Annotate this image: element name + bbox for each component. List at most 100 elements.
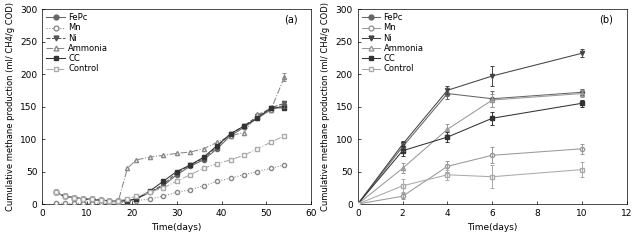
Ni [267,106,275,109]
FePc [52,191,59,194]
Mn [78,202,86,205]
Y-axis label: Cumulative methane production (ml/ CH4/g COD): Cumulative methane production (ml/ CH4/g… [6,2,15,211]
FePc [61,195,68,198]
Mn [70,202,77,205]
Control [253,147,261,150]
CC [240,125,248,128]
Ammonia [87,198,95,201]
Ammonia [443,128,451,131]
Mn [200,184,207,187]
Mn [267,167,275,170]
Line: FePc: FePc [356,90,584,206]
Control [160,186,167,189]
Ni [281,102,288,105]
Ammonia [115,199,122,202]
Ammonia [124,167,131,170]
Control [52,191,59,194]
X-axis label: Time(days): Time(days) [467,223,517,233]
Line: Ni: Ni [356,51,584,206]
FePc [240,126,248,129]
Legend: FePc, Mn, Ni, Ammonia, CC, Control: FePc, Mn, Ni, Ammonia, CC, Control [45,12,110,75]
CC [160,180,167,183]
FePc [78,197,86,200]
Ammonia [253,113,261,116]
Mn [173,191,181,194]
CC [354,203,362,205]
Ammonia [160,154,167,157]
FePc [133,197,140,200]
Text: (a): (a) [284,15,298,25]
Ammonia [146,156,154,159]
Ammonia [70,196,77,199]
Mn [354,203,362,205]
Ni [200,157,207,160]
Ammonia [213,141,221,144]
Line: Ammonia: Ammonia [54,75,286,203]
Control [489,175,496,178]
Control [213,162,221,165]
FePc [186,165,194,168]
Ni [133,197,140,200]
CC [61,195,68,198]
FePc [200,159,207,161]
CC [226,132,234,135]
Ni [399,143,406,146]
X-axis label: Time(days): Time(days) [151,223,202,233]
FePc [354,203,362,205]
Control [186,173,194,176]
Ni [106,199,114,202]
FePc [160,184,167,187]
Mn [146,197,154,200]
FePc [281,104,288,107]
Control [87,198,95,201]
Ni [70,196,77,199]
Ni [146,191,154,194]
Control [354,203,362,205]
CC [489,117,496,120]
Ni [87,198,95,201]
Control [200,167,207,170]
CC [253,117,261,120]
CC [133,197,140,200]
Mn [124,201,131,203]
Y-axis label: Cumulative methane production (ml/ CH4/g COD): Cumulative methane production (ml/ CH4/g… [321,2,330,211]
Ni [61,195,68,198]
Ni [253,115,261,118]
Mn [578,147,586,150]
Ni [124,199,131,202]
CC [213,144,221,147]
Ammonia [106,199,114,202]
Ammonia [399,167,406,170]
Mn [253,170,261,173]
Control [240,154,248,157]
Ni [186,164,194,166]
FePc [213,147,221,150]
Control [226,159,234,161]
Mn [281,164,288,166]
Ni [354,203,362,205]
FePc [489,97,496,100]
Control [106,199,114,202]
CC [186,164,194,166]
CC [87,198,95,201]
FePc [443,92,451,95]
Mn [106,202,114,205]
Ni [160,183,167,186]
Ammonia [61,195,68,198]
Mn [443,165,451,168]
Ni [213,145,221,148]
Control [399,184,406,187]
Control [267,141,275,144]
Line: FePc: FePc [54,103,286,203]
Control [281,134,288,137]
Control [115,199,122,202]
Text: (b): (b) [600,15,613,25]
Mn [240,173,248,176]
Mn [97,202,105,205]
Ni [226,132,234,135]
FePc [115,199,122,202]
Mn [399,195,406,198]
Line: Ammonia: Ammonia [356,91,584,206]
Ammonia [173,152,181,155]
Mn [160,195,167,198]
